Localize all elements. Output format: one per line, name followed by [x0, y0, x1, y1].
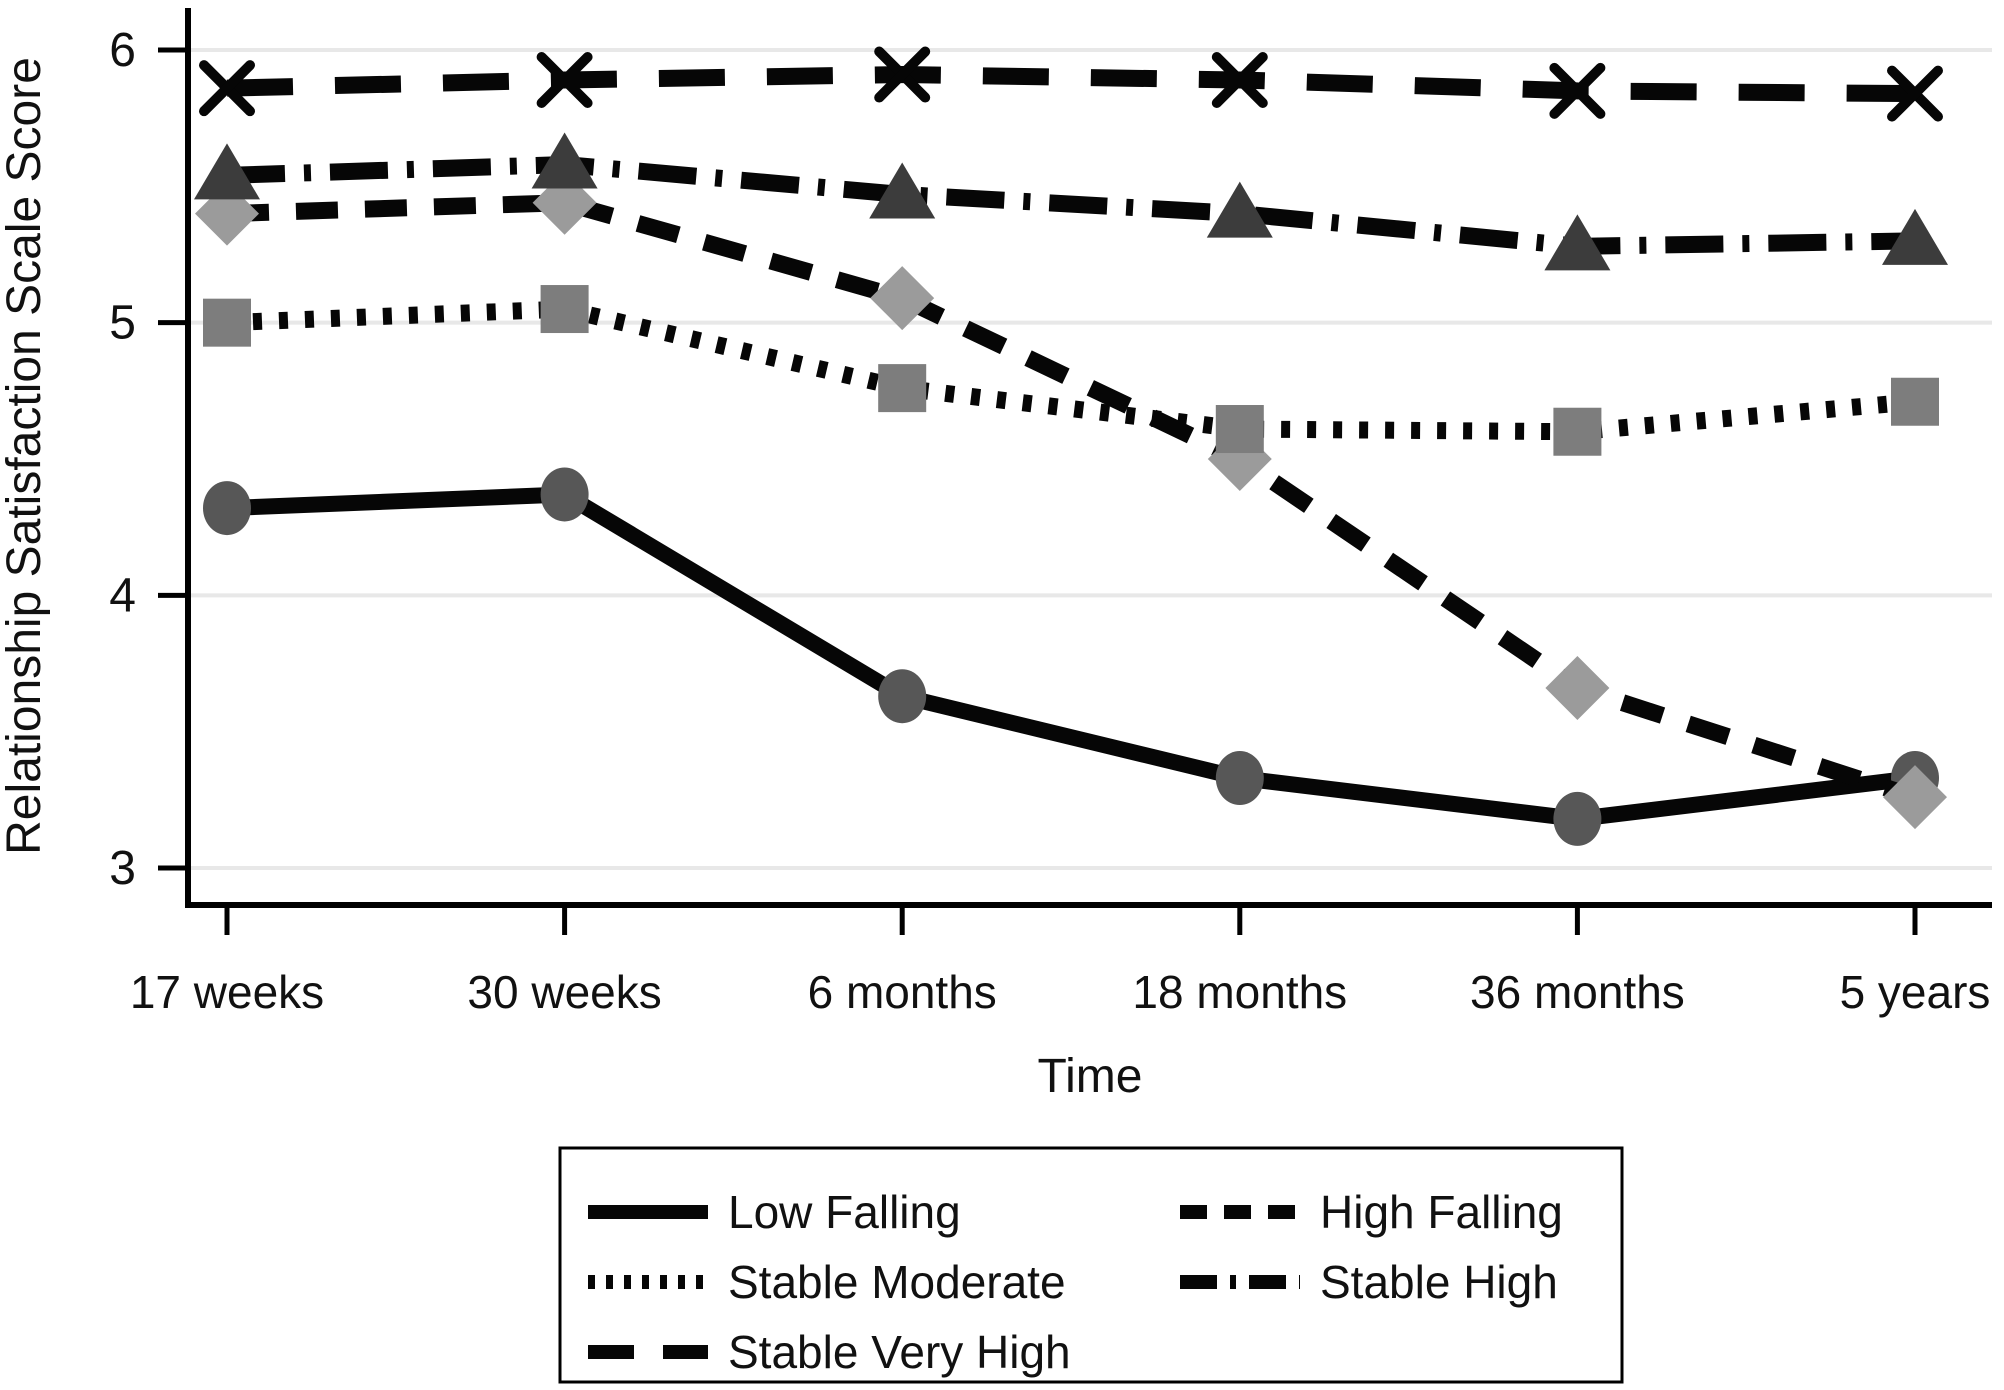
marker-circle [1215, 751, 1264, 806]
series-high-falling [195, 170, 1947, 830]
marker-x [1549, 62, 1606, 119]
marker-square [1553, 407, 1602, 456]
series-stable-high [194, 132, 1948, 271]
y-tick-label: 6 [109, 24, 136, 77]
legend-box [558, 1146, 1624, 1384]
marker-triangle [194, 143, 260, 200]
legend-label: Stable Moderate [728, 1256, 1066, 1308]
marker-diamond [1545, 656, 1610, 721]
marker-square [540, 285, 589, 334]
data-series [194, 46, 1948, 846]
marker-circle [878, 669, 927, 724]
series-low-falling [203, 467, 1939, 846]
gridlines [188, 48, 1992, 871]
marker-circle [203, 481, 251, 536]
marker-circle [540, 467, 589, 522]
x-tick-label: 17 weeks [130, 966, 324, 1018]
marker-square [878, 364, 927, 413]
series-line-high-falling [226, 194, 1918, 806]
series-line-stable-high [226, 156, 1916, 255]
legend-item-stable-very-high: Stable Very High [588, 1326, 1071, 1378]
marker-square [203, 298, 251, 347]
x-axis-title: Time [1038, 1050, 1143, 1103]
marker-triangle [1206, 181, 1273, 238]
legend-label: High Falling [1320, 1186, 1563, 1238]
marker-x-stroke [874, 46, 931, 103]
series-stable-very-high [199, 46, 1943, 122]
y-tick-label: 5 [109, 297, 136, 350]
marker-x [536, 51, 593, 108]
tick-labels: 6 5 4 3 17 weeks 30 weeks 6 months 18 months 36 … [109, 24, 1990, 1018]
legend-label: Stable High [1320, 1256, 1558, 1308]
y-tick-label: 4 [109, 569, 136, 622]
marker-x [874, 46, 931, 103]
marker-square [1215, 405, 1264, 454]
legend-item-stable-moderate: Stable Moderate [588, 1256, 1066, 1308]
marker-x-stroke [1211, 51, 1268, 108]
marker-x-stroke [536, 51, 593, 108]
legend: Low Falling High Falling Stable Moderate St… [558, 1146, 1624, 1384]
marker-diamond [870, 266, 935, 331]
legend-item-high-falling: High Falling [1180, 1186, 1563, 1238]
legend-label: Stable Very High [728, 1326, 1071, 1378]
marker-triangle [1544, 214, 1611, 271]
marker-triangle [1882, 208, 1948, 265]
series-line-stable-moderate [226, 300, 1916, 441]
series-stable-moderate [203, 285, 1939, 456]
marker-x [199, 60, 255, 117]
marker-diamond [1883, 765, 1947, 830]
legend-item-stable-high: Stable High [1180, 1256, 1558, 1308]
marker-x-stroke [199, 60, 255, 117]
marker-x [1887, 65, 1943, 122]
marker-triangle [869, 162, 936, 219]
marker-x-stroke [1549, 62, 1606, 119]
x-tick-label: 30 weeks [467, 966, 661, 1018]
x-tick-label: 6 months [808, 966, 997, 1018]
marker-triangle [531, 132, 598, 189]
legend-item-low-falling: Low Falling [588, 1186, 961, 1238]
legend-label: Low Falling [728, 1186, 961, 1238]
marker-x-stroke [1887, 65, 1943, 122]
marker-x [1211, 51, 1268, 108]
series-line-low-falling [226, 486, 1916, 827]
series-line-stable-very-high [226, 66, 1916, 103]
marker-circle [1553, 791, 1602, 846]
x-tick-label: 5 years [1840, 966, 1991, 1018]
marker-square [1891, 377, 1939, 426]
x-tick-label: 18 months [1132, 966, 1347, 1018]
axes [158, 8, 1992, 935]
x-tick-label: 36 months [1470, 966, 1685, 1018]
y-tick-label: 3 [109, 842, 136, 895]
y-axis-title: Relationship Satisfaction Scale Score [0, 57, 51, 855]
